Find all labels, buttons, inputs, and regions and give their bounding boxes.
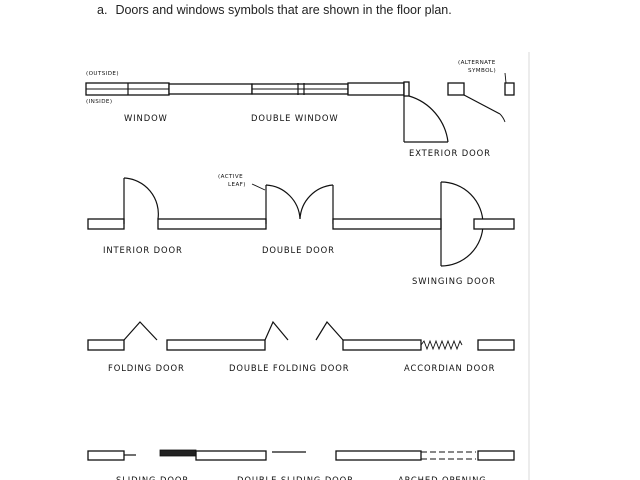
double-folding-door-symbol — [264, 320, 422, 351]
window-symbol — [85, 82, 253, 96]
double-door-symbol — [265, 184, 442, 230]
inside-annotation: (INSIDE) — [86, 99, 112, 105]
alternate-symbol-annotation-2: SYMBOL) — [468, 68, 496, 74]
exterior-door-symbol — [403, 81, 515, 143]
caption-text: Doors and windows symbols that are shown… — [115, 3, 452, 17]
double-window-label: DOUBLE WINDOW — [251, 113, 339, 123]
sliding-door-symbol — [87, 449, 267, 461]
double-sliding-door-label: DOUBLE SLIDING DOOR — [237, 475, 354, 480]
double-folding-door-label: DOUBLE FOLDING DOOR — [229, 363, 350, 373]
double-window-symbol — [251, 82, 405, 96]
alternate-symbol-leader — [504, 72, 507, 84]
swinging-door-symbol — [440, 181, 515, 267]
exterior-door-label: EXTERIOR DOOR — [409, 148, 491, 158]
caption-marker: a. — [97, 3, 108, 17]
arched-opening-label: ARCHED OPENING — [398, 475, 487, 480]
accordian-door-label: ACCORDIAN DOOR — [404, 363, 495, 373]
active-leaf-annotation-2: LEAF) — [228, 182, 246, 188]
outside-annotation: (OUTSIDE) — [86, 71, 119, 77]
figure-caption: a. Doors and windows symbols that are sho… — [97, 3, 460, 17]
window-label: WINDOW — [124, 113, 168, 123]
double-door-label: DOUBLE DOOR — [262, 245, 335, 255]
sliding-door-label: SLIDING DOOR — [116, 475, 189, 480]
folding-door-label: FOLDING DOOR — [108, 363, 185, 373]
arched-opening-symbol — [421, 450, 515, 461]
alternate-symbol-annotation-1: (ALTERNATE — [458, 60, 496, 66]
swinging-door-label: SWINGING DOOR — [412, 276, 496, 286]
interior-door-label: INTERIOR DOOR — [103, 245, 183, 255]
folding-door-symbol — [87, 321, 266, 351]
double-sliding-door-symbol — [272, 450, 422, 461]
active-leaf-annotation-1: (ACTIVE — [218, 174, 243, 180]
active-leaf-leader — [251, 183, 266, 191]
accordian-door-symbol — [420, 339, 515, 351]
